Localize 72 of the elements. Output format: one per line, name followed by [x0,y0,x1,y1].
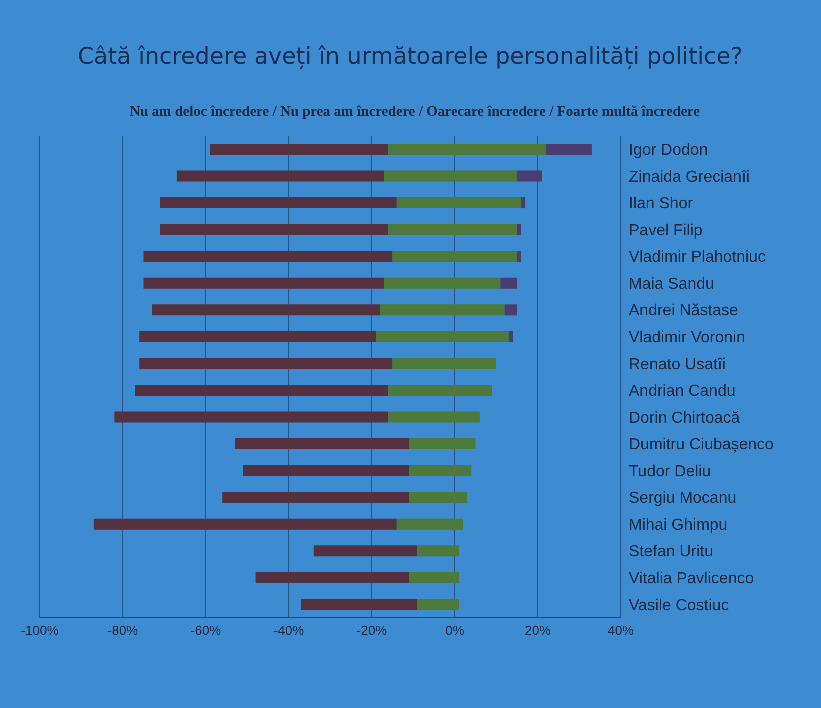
bar [396,518,464,530]
chart-title: Câtă încredere aveți în următoarele personalități politice? [77,44,744,70]
y-tick-label: Sergiu Mocanu [629,490,737,508]
x-tick-label: -20% [356,623,388,638]
bar [140,358,393,370]
bar [396,198,522,209]
bar [160,224,389,236]
bar [517,251,522,262]
bar [392,358,496,370]
y-tick-label: Vasile Costiuc [629,597,730,614]
y-tick-label: Ilan Shor [629,196,694,213]
bar [418,546,460,557]
bar [384,278,501,289]
y-tick-label: Maia Sandu [629,276,714,293]
bar [135,385,389,396]
bar [388,412,480,423]
chart-subtitle: Nu am deloc încredere / Nu prea am încredere / Oarecare încredere / Foarte multă încredere [128,104,702,121]
y-tick-label: Vladimir Voronin [629,330,746,347]
bar [301,599,418,610]
y-tick-label: Dumitru Ciubașenco [629,436,774,454]
bar [384,170,518,182]
x-tick-label: -100% [21,623,60,638]
y-tick-label: Zinaida Grecianîi [629,168,750,186]
y-tick-label: Igor Dodon [629,142,708,160]
bar [504,304,518,316]
bar [140,331,376,342]
bar [152,304,380,316]
y-tick-label: Vladimir Plahotniuc [629,249,766,266]
y-tick-label: Tudor Deliu [629,463,712,480]
bar [94,518,397,530]
x-tick-label: -40% [274,623,305,638]
bar [380,304,505,316]
x-tick-label: 0% [446,623,465,638]
bar [409,572,460,584]
bar [500,278,518,289]
bar [388,385,492,396]
y-tick-label: Dorin Chirtoacă [629,410,740,427]
x-tick-label: -80% [108,623,139,638]
y-tick-label: Pavel Filip [629,222,703,240]
bar [210,144,389,155]
y-tick-label: Stefan Uritu [629,544,714,561]
bar [144,278,384,289]
bar [521,198,526,209]
bar [388,224,518,236]
bar [418,599,460,610]
bar [517,224,522,236]
bar [376,331,509,342]
bar [222,492,410,504]
x-tick-label: -60% [190,623,222,638]
bar [176,170,384,182]
bar [144,251,393,262]
bar [517,170,542,182]
y-tick-label: Vitalia Pavlicenco [629,570,754,588]
x-tick-label: 20% [524,623,552,638]
y-tick-label: Andrian Candu [629,383,736,400]
bar [392,251,518,262]
bar [409,438,476,450]
bar [409,492,468,504]
x-tick-label: 40% [608,623,634,638]
bar [243,465,410,476]
bar [114,412,389,423]
y-tick-label: Andrei Năstase [629,302,738,320]
y-tick-label: Renato Usatîi [629,356,726,374]
bar [546,144,592,155]
bar [508,331,514,342]
bar [314,546,418,557]
bar [256,572,410,584]
y-tick-label: Mihai Ghimpu [629,516,728,534]
bar [388,144,546,155]
bar [235,438,410,450]
bar [409,465,472,476]
bar [160,198,397,209]
